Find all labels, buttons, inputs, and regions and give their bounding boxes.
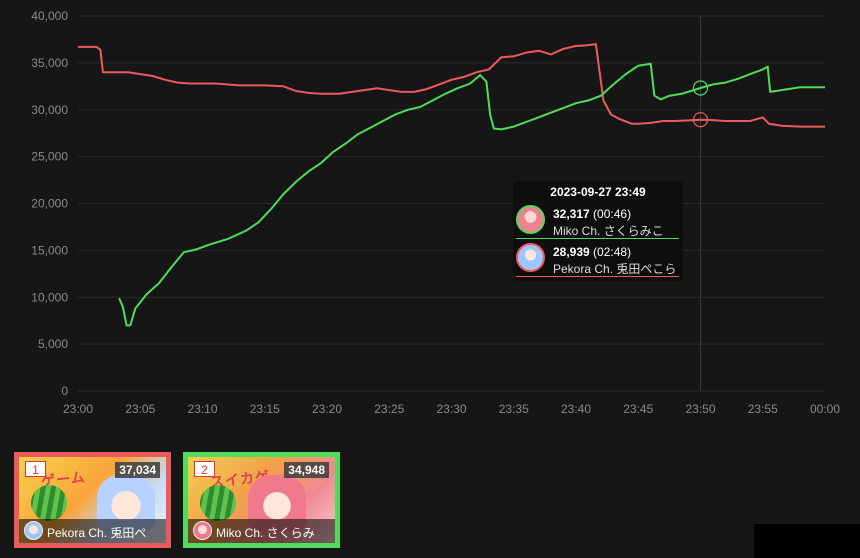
y-tick-label: 20,000	[31, 197, 68, 211]
viewer-count: 37,034	[115, 462, 160, 478]
pekora-avatar	[516, 243, 545, 272]
y-tick-label: 10,000	[31, 290, 68, 304]
corner-overlay	[754, 524, 860, 558]
tooltip-value: 28,939 (02:48)	[553, 245, 631, 259]
chart-tooltip: 2023-09-27 23:49 32,317 (00:46) Miko Ch.…	[513, 181, 683, 281]
hover-markers	[692, 80, 709, 128]
x-tick-label: 23:50	[685, 402, 715, 416]
watermelon-icon	[31, 485, 67, 521]
ranking-card-pekora[interactable]: ゲーム 1 37,034 Pekora Ch. 兎田ぺ	[14, 452, 171, 548]
series-lines	[78, 43, 825, 327]
channel-bar: Miko Ch. さくらみ	[188, 519, 335, 543]
rank-badge: 1	[25, 461, 46, 477]
x-tick-label: 23:20	[312, 402, 342, 416]
tooltip-value-number: 32,317	[553, 207, 590, 221]
y-tick-label: 30,000	[31, 103, 68, 117]
tooltip-row-miko: 32,317 (00:46) Miko Ch. さくらみこ	[516, 204, 679, 239]
ranking-card-miko[interactable]: スイカゲ 2 34,948 Miko Ch. さくらみ	[183, 452, 340, 548]
x-tick-label: 23:10	[187, 402, 217, 416]
tooltip-channel-name: Pekora Ch. 兎田ぺこら	[553, 262, 677, 276]
x-tick-label: 23:40	[561, 402, 591, 416]
x-tick-label: 23:45	[623, 402, 653, 416]
tooltip-row-pekora: 28,939 (02:48) Pekora Ch. 兎田ぺこら	[516, 242, 679, 277]
y-tick-label: 40,000	[31, 9, 68, 23]
tooltip-channel-name: Miko Ch. さくらみこ	[553, 224, 664, 238]
viewer-count: 34,948	[284, 462, 329, 478]
y-tick-label: 35,000	[31, 56, 68, 70]
channel-avatar	[24, 521, 43, 540]
tooltip-value: 32,317 (00:46)	[553, 207, 631, 221]
watermelon-icon	[200, 485, 236, 521]
series-line	[118, 62, 825, 327]
tooltip-value-delta: (00:46)	[593, 207, 632, 221]
x-tick-label: 23:00	[63, 402, 93, 416]
y-tick-label: 25,000	[31, 150, 68, 164]
channel-avatar	[193, 521, 212, 540]
miko-avatar	[516, 205, 545, 234]
y-tick-label: 5,000	[38, 337, 68, 351]
x-tick-label: 23:15	[250, 402, 280, 416]
hover-marker	[692, 112, 709, 128]
y-tick-label: 0	[61, 384, 68, 398]
x-tick-label: 23:30	[436, 402, 466, 416]
tooltip-value-number: 28,939	[553, 245, 590, 259]
channel-name: Miko Ch. さくらみ	[216, 526, 315, 540]
channel-name: Pekora Ch. 兎田ぺ	[47, 526, 147, 540]
x-tick-label: 23:55	[748, 402, 778, 416]
grid-lines	[78, 15, 825, 392]
tooltip-title: 2023-09-27 23:49	[550, 185, 646, 199]
x-tick-label: 23:25	[374, 402, 404, 416]
rank-badge: 2	[194, 461, 215, 477]
x-tick-label: 00:00	[810, 402, 840, 416]
x-tick-label: 23:35	[499, 402, 529, 416]
y-tick-label: 15,000	[31, 243, 68, 257]
hover-marker	[692, 80, 709, 96]
line-chart: 0 5,000 10,000 15,000 20,000 25,000 30,000 35,0…	[31, 9, 840, 416]
tooltip-value-delta: (02:48)	[593, 245, 632, 259]
x-tick-label: 23:05	[125, 402, 155, 416]
channel-bar: Pekora Ch. 兎田ぺ	[19, 519, 166, 543]
series-line	[78, 43, 825, 128]
axis-tick-labels: 0 5,000 10,000 15,000 20,000 25,000 30,000 35,0…	[31, 9, 840, 416]
